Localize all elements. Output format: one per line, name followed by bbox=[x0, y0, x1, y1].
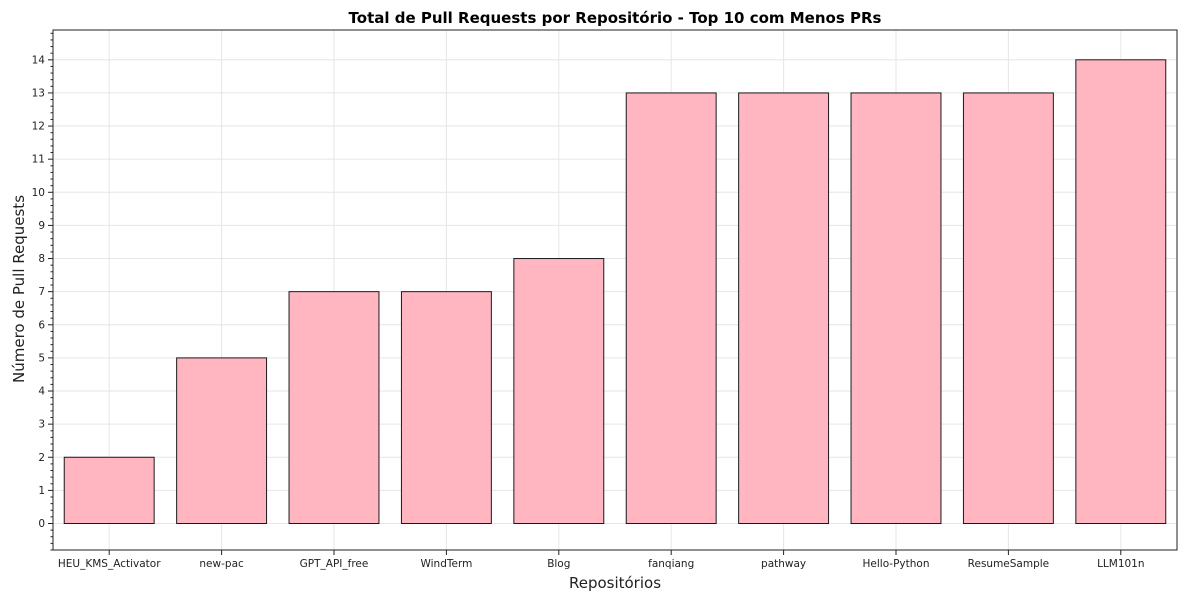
y-axis-label: Número de Pull Requests bbox=[10, 195, 28, 383]
y-tick-label: 9 bbox=[38, 220, 45, 232]
x-tick-label: Hello-Python bbox=[863, 558, 930, 570]
y-tick-label: 4 bbox=[38, 386, 45, 398]
bar-pathway bbox=[738, 92, 830, 525]
y-tick-label: 5 bbox=[38, 352, 45, 364]
bar-HEU_KMS_Activator bbox=[63, 456, 155, 525]
x-tick-label: LLM101n bbox=[1097, 558, 1144, 570]
x-tick-label: WindTerm bbox=[420, 558, 472, 570]
y-tick-label: 6 bbox=[38, 319, 45, 331]
y-tick-label: 8 bbox=[38, 253, 45, 265]
y-tick-label: 10 bbox=[32, 187, 45, 199]
x-tick-label: GPT_API_free bbox=[300, 558, 369, 570]
x-tick-label: ResumeSample bbox=[968, 558, 1049, 570]
y-tick-label: 3 bbox=[38, 419, 45, 431]
bar-new-pac bbox=[176, 357, 268, 525]
x-tick-label: HEU_KMS_Activator bbox=[58, 558, 161, 570]
y-tick-label: 2 bbox=[38, 452, 45, 464]
bar-LLM101n bbox=[1075, 59, 1167, 525]
x-tick-label: pathway bbox=[761, 558, 806, 570]
y-tick-label: 14 bbox=[32, 54, 46, 66]
plot-frame bbox=[52, 29, 1178, 551]
x-axis-label: Repositórios bbox=[569, 574, 661, 592]
bar-Hello-Python bbox=[850, 92, 942, 525]
bar-fanqiang bbox=[625, 92, 717, 525]
y-tick-label: 13 bbox=[32, 87, 45, 99]
x-tick-label: fanqiang bbox=[648, 558, 694, 570]
bar-Blog bbox=[513, 258, 605, 525]
bars bbox=[63, 59, 1167, 525]
x-tick-label: Blog bbox=[547, 558, 570, 570]
bar-GPT_API_free bbox=[288, 291, 380, 525]
x-tick-label: new-pac bbox=[199, 558, 244, 570]
bar-ResumeSample bbox=[962, 92, 1054, 525]
axis-ticks bbox=[48, 32, 1122, 555]
y-tick-label: 11 bbox=[32, 154, 45, 166]
y-tick-label: 1 bbox=[38, 485, 45, 497]
chart-title: Total de Pull Requests por Repositório -… bbox=[349, 9, 882, 27]
y-tick-label: 12 bbox=[32, 121, 45, 133]
y-tick-label: 0 bbox=[38, 518, 45, 530]
y-tick-label: 7 bbox=[38, 286, 45, 298]
bar-WindTerm bbox=[400, 291, 492, 525]
